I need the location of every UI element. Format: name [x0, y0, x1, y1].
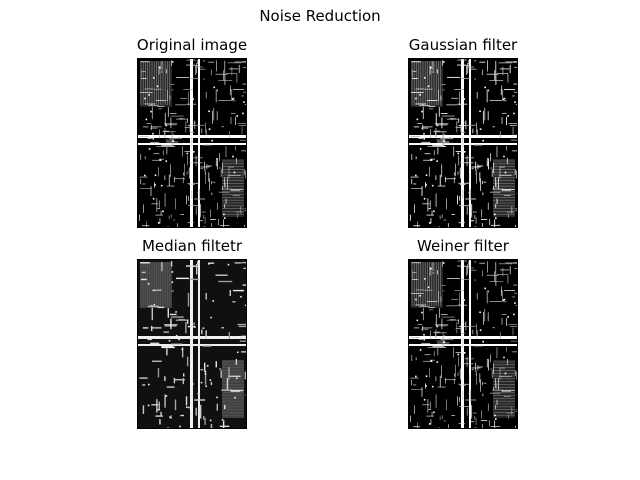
figure-title: Noise Reduction: [259, 7, 381, 25]
weiner-filter-image: [408, 259, 518, 429]
panel-title: Gaussian filter: [408, 36, 518, 54]
median-filter-image: [137, 259, 247, 429]
weiner-texture: [409, 260, 517, 428]
gaussian-texture: [409, 59, 517, 227]
panel-title: Original image: [136, 36, 248, 54]
original-image: [137, 58, 247, 228]
panel-title: Median filtetr: [141, 237, 243, 255]
original-texture: [138, 59, 246, 227]
panel-title: Weiner filter: [417, 237, 509, 255]
median-texture: [138, 260, 246, 428]
gaussian-filter-image: [408, 58, 518, 228]
